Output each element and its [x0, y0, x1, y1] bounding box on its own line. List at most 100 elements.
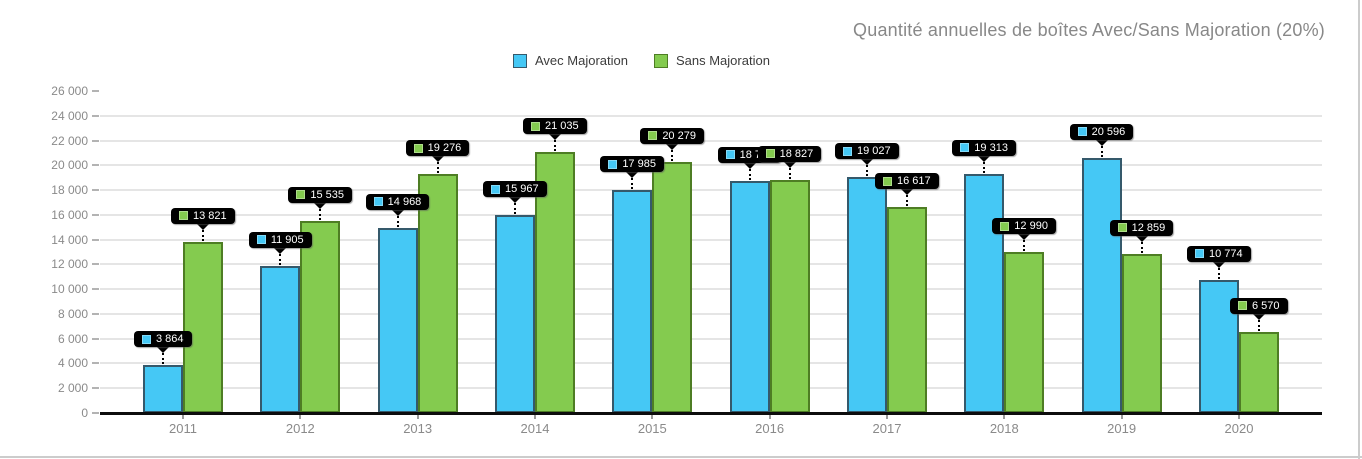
tooltip-value: 19 276	[427, 142, 462, 155]
value-tooltip-sans-2017: 16 617	[874, 173, 939, 190]
y-axis-tick	[92, 114, 99, 117]
x-axis-tick	[1237, 415, 1240, 419]
tooltip-swatch-icon	[1237, 301, 1247, 311]
tooltip-connector	[1217, 267, 1220, 279]
tooltip-pointer	[666, 143, 679, 150]
x-axis-label-2014: 2014	[520, 421, 550, 436]
tooltip-swatch-icon	[842, 146, 852, 156]
tooltip-value: 10 774	[1208, 247, 1243, 260]
y-axis-tick	[92, 90, 99, 92]
value-tooltip-sans-2013: 19 276	[405, 140, 470, 157]
value-tooltip-sans-2015: 20 279	[640, 127, 704, 144]
value-tooltip-sans-2016: 18 827	[757, 145, 822, 162]
tooltip-pointer	[860, 159, 873, 166]
bar-avec-2016[interactable]	[729, 180, 770, 413]
tooltip-connector	[905, 195, 908, 207]
bar-avec-2012[interactable]	[260, 265, 301, 413]
tooltip-swatch-icon	[1000, 221, 1010, 231]
tooltip-pointer	[391, 209, 404, 216]
tooltip-swatch-icon	[1117, 223, 1127, 233]
tooltip-pointer	[1018, 234, 1031, 241]
value-tooltip-sans-2012: 15 535	[288, 186, 352, 203]
tooltip-connector	[436, 162, 439, 174]
bar-avec-2017[interactable]	[846, 177, 887, 413]
y-axis-label: 18 000	[51, 183, 88, 198]
tooltip-swatch-icon	[530, 121, 540, 131]
tooltip-connector	[1257, 319, 1260, 331]
x-axis-tick	[533, 415, 536, 419]
value-tooltip-sans-2018: 12 990	[992, 218, 1056, 235]
bar-sans-2015[interactable]	[652, 161, 693, 413]
tooltip-pointer	[314, 202, 327, 209]
y-axis-tick	[92, 288, 99, 291]
gridline	[100, 337, 1322, 340]
tooltip-pointer	[626, 172, 639, 179]
gridline	[100, 238, 1322, 241]
tooltip-value: 11 905	[270, 233, 304, 246]
bar-sans-2011[interactable]	[183, 241, 223, 413]
bar-sans-2018[interactable]	[1004, 252, 1045, 413]
tooltip-value: 19 027	[856, 145, 891, 158]
tooltip-connector	[279, 253, 282, 265]
y-axis-label: 10 000	[51, 282, 88, 297]
bar-avec-2018[interactable]	[964, 173, 1005, 413]
y-axis-label: 26 000	[51, 84, 88, 98]
bar-sans-2016[interactable]	[769, 179, 810, 413]
legend-item-sans-majoration[interactable]: Sans Majoration	[653, 53, 770, 68]
tooltip-value: 20 279	[662, 129, 696, 142]
gridline	[100, 114, 1322, 117]
bar-sans-2013[interactable]	[417, 174, 458, 413]
tooltip-swatch-icon	[179, 211, 188, 221]
tooltip-swatch-icon	[608, 159, 618, 169]
x-axis-label-2015: 2015	[637, 421, 667, 436]
tooltip-swatch-icon	[1194, 249, 1204, 259]
x-axis-tick	[651, 415, 654, 419]
x-axis-tick	[768, 415, 771, 419]
bar-avec-2020[interactable]	[1198, 279, 1239, 413]
legend-item-avec-majoration[interactable]: Avec Majoration	[513, 53, 628, 68]
tooltip-swatch-icon	[725, 150, 735, 160]
tooltip-connector	[202, 229, 204, 241]
x-axis-label-2017: 2017	[872, 421, 902, 436]
tooltip-pointer	[1135, 235, 1148, 242]
bar-sans-2017[interactable]	[886, 207, 927, 413]
gridline	[100, 387, 1322, 390]
bar-sans-2020[interactable]	[1238, 331, 1279, 413]
tooltip-connector	[162, 353, 164, 365]
tooltip-connector	[1023, 240, 1026, 252]
gridline	[100, 189, 1322, 192]
x-axis-label-2019: 2019	[1107, 421, 1137, 436]
bar-sans-2012[interactable]	[300, 220, 341, 413]
tooltip-pointer	[197, 223, 209, 230]
x-axis-label-2020: 2020	[1224, 421, 1254, 436]
bar-sans-2019[interactable]	[1121, 253, 1162, 413]
tooltip-value: 13 821	[193, 209, 227, 222]
legend-label: Avec Majoration	[535, 53, 628, 68]
tooltip-connector	[671, 149, 674, 161]
tooltip-value: 12 990	[1014, 220, 1048, 233]
tooltip-swatch-icon	[142, 334, 151, 344]
tooltip-pointer	[1212, 261, 1225, 268]
bar-avec-2011[interactable]	[143, 365, 183, 413]
legend-swatch-icon	[653, 53, 668, 68]
y-axis-tick	[92, 139, 99, 142]
tooltip-value: 6 570	[1251, 299, 1280, 312]
y-axis-label: 12 000	[51, 257, 88, 272]
tooltip-value: 17 985	[622, 158, 656, 171]
tooltip-value: 18 827	[779, 147, 814, 160]
tooltip-pointer	[978, 155, 991, 162]
value-tooltip-avec-2017: 19 027	[834, 143, 899, 160]
window-border-bottom	[0, 456, 1362, 458]
bar-avec-2019[interactable]	[1081, 157, 1122, 413]
tooltip-swatch-icon	[413, 143, 423, 153]
bar-avec-2013[interactable]	[377, 227, 418, 413]
bar-avec-2014[interactable]	[494, 215, 535, 413]
tooltip-pointer	[1252, 313, 1265, 320]
y-axis-label: 22 000	[51, 133, 88, 148]
tooltip-swatch-icon	[882, 176, 892, 186]
tooltip-connector	[631, 178, 634, 190]
y-axis-tick	[92, 387, 99, 390]
tooltip-connector	[513, 203, 516, 215]
bar-avec-2015[interactable]	[612, 190, 653, 413]
